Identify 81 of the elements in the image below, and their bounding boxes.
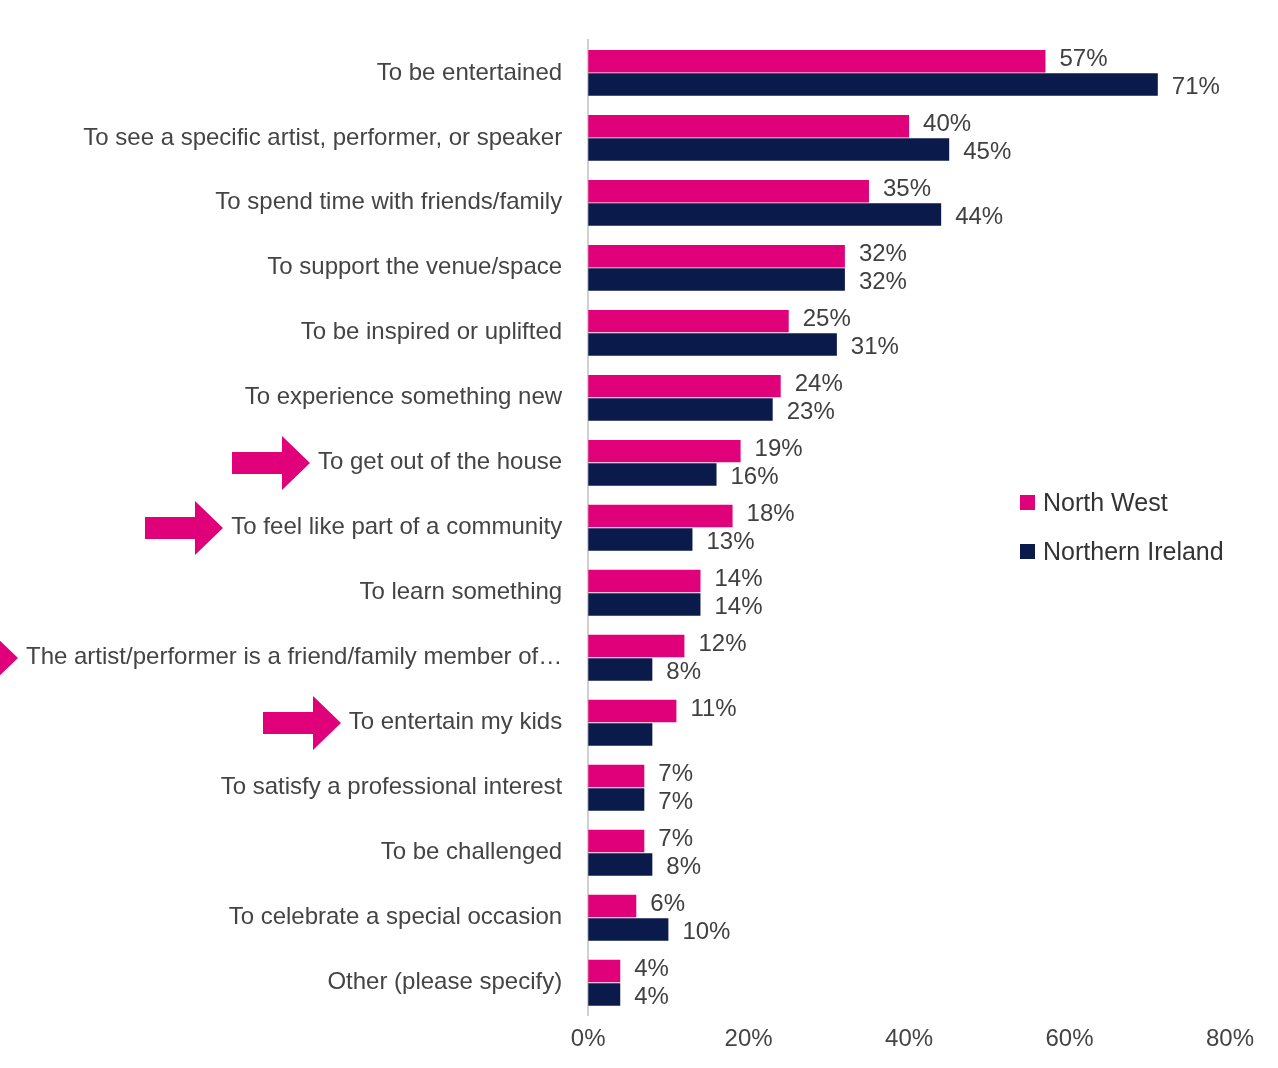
data-label: 32%	[858, 238, 907, 266]
y-tick-label: To learn something	[359, 577, 563, 605]
data-label: 8%	[666, 852, 702, 880]
y-tick-label: To experience something new	[244, 382, 563, 410]
data-label: 16%	[730, 462, 779, 490]
bar	[588, 374, 781, 398]
bar	[588, 268, 845, 291]
bar	[588, 463, 717, 486]
bar	[588, 983, 621, 1006]
y-tick-label: To be challenged	[380, 837, 563, 865]
bar	[588, 309, 789, 333]
y-tick-label: To get out of the house	[317, 447, 563, 475]
data-label: 14%	[714, 592, 763, 620]
data-label: 25%	[802, 303, 851, 331]
data-label: 10%	[682, 917, 731, 945]
y-tick-label: To celebrate a special occasion	[228, 902, 563, 930]
y-tick-label: The artist/performer is a friend/family member of…	[26, 642, 563, 670]
data-label: 4%	[634, 982, 669, 1010]
bar	[588, 439, 741, 463]
bar	[588, 504, 733, 528]
legend-label: North West	[1043, 487, 1168, 517]
bar	[588, 114, 910, 138]
data-label: 8%	[666, 657, 702, 685]
bar	[588, 203, 942, 226]
bar	[588, 244, 845, 268]
bar	[588, 49, 1046, 73]
data-label: 57%	[1059, 43, 1108, 71]
bar	[588, 723, 653, 746]
y-tick-label: To support the venue/space	[267, 252, 563, 280]
data-label: 14%	[714, 563, 763, 591]
y-tick-label: To satisfy a professional interest	[220, 772, 563, 800]
y-tick-label: To be inspired or uplifted	[300, 317, 563, 345]
bar	[588, 959, 621, 983]
data-label: 7%	[658, 758, 694, 786]
data-label: 13%	[706, 527, 755, 555]
data-label: 7%	[658, 823, 694, 851]
data-label: 32%	[858, 267, 907, 295]
data-label: 44%	[955, 202, 1004, 230]
bar	[588, 138, 950, 161]
y-tick-label: To spend time with friends/family	[215, 187, 563, 215]
bar	[588, 569, 701, 593]
bar	[588, 634, 685, 658]
bar	[588, 398, 773, 421]
bar	[588, 788, 645, 811]
y-tick-label: To entertain my kids	[348, 707, 563, 735]
bar	[588, 853, 653, 876]
legend-label: Northern Ireland	[1043, 536, 1224, 566]
x-tick-label: 0%	[570, 1024, 606, 1052]
data-label: 31%	[850, 332, 899, 360]
bar	[588, 894, 637, 918]
bar	[588, 593, 701, 616]
data-label: 4%	[634, 953, 669, 981]
bar	[588, 658, 653, 681]
x-tick-label: 40%	[885, 1024, 934, 1052]
bar	[588, 333, 837, 356]
bar	[588, 764, 645, 788]
bar	[588, 918, 669, 941]
data-label: 45%	[963, 137, 1012, 165]
x-tick-label: 80%	[1205, 1024, 1255, 1052]
data-label: 12%	[698, 628, 747, 656]
y-tick-label: To be entertained	[376, 57, 563, 85]
data-label: 24%	[794, 368, 843, 396]
bar	[588, 699, 677, 723]
data-label: 35%	[882, 173, 932, 201]
bar	[588, 179, 869, 203]
data-label: 40%	[923, 108, 972, 136]
data-label: 11%	[690, 693, 737, 721]
data-label: 19%	[754, 433, 803, 461]
data-label: 6%	[650, 888, 685, 916]
data-label: 71%	[1171, 72, 1220, 100]
bar	[588, 73, 1158, 96]
y-tick-label: Other (please specify)	[327, 967, 563, 995]
x-tick-label: 20%	[724, 1024, 773, 1052]
x-tick-label: 60%	[1045, 1024, 1094, 1052]
data-label: 7%	[658, 787, 694, 815]
bar	[588, 528, 693, 551]
y-tick-label: To see a specific artist, performer, or speaker	[83, 122, 563, 150]
y-tick-label: To feel like part of a community	[231, 512, 563, 540]
bar	[588, 829, 645, 853]
data-label: 18%	[746, 498, 795, 526]
data-label: 23%	[786, 397, 835, 425]
